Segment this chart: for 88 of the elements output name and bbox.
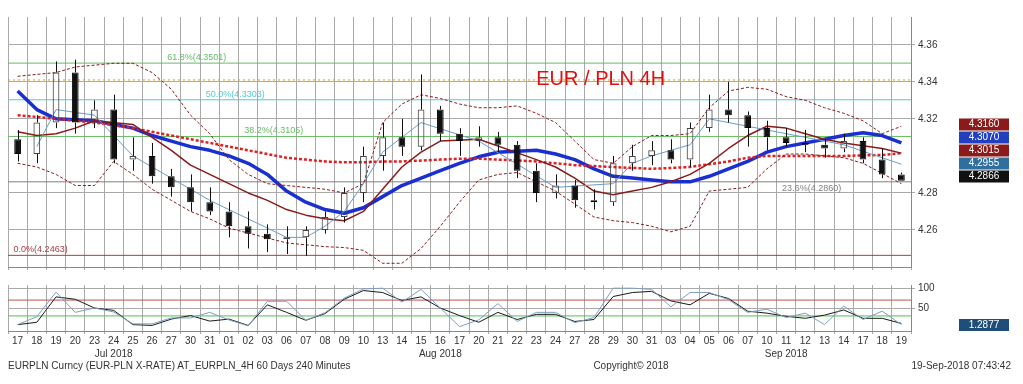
x-tick-label: 14 [838,334,850,346]
x-tick-label: 28 [588,334,600,346]
x-tick-label: 13 [377,334,389,346]
text: EUR / PLN 4H [536,67,666,90]
x-tick-label: 09 [338,334,351,346]
text: 4.3070 [968,131,1000,143]
text: Sep 2018 [764,347,808,359]
x-tick-label: 06 [281,334,293,346]
x-tick-label: 30 [184,334,197,346]
text: 4.3160 [968,118,1000,130]
x-tick-label: 03 [261,334,274,346]
ref-line-label: 0.0%(4.2463) [13,244,68,255]
y-tick-label: 4.26 [918,223,938,235]
text: 4.2955 [968,157,1000,169]
x-tick-label: 12 [799,334,812,346]
ref-line-label: 38.2%(4.3105) [244,125,304,136]
text: 4.2866 [968,170,1000,182]
candlestick [667,138,675,164]
x-tick-label: 05 [703,334,716,346]
x-tick-label: 24 [550,334,562,346]
x-tick-label: 29 [607,334,620,346]
x-tick-label: 19 [50,334,63,346]
x-tick-label: 22 [511,334,524,346]
x-tick-label: 13 [818,334,831,346]
x-tick-label: 24 [108,334,120,346]
candlestick [513,140,521,179]
x-tick-label: 17 [12,334,24,346]
x-tick-label: 16 [434,334,447,346]
candlestick [14,129,21,162]
x-tick-label: 31 [646,334,658,346]
text: EURPLN Curncy (EUR-PLN X-RATE) AT_EURPLN_4H 60 Days 240 Minutes [8,360,351,372]
candlestick [744,110,752,148]
x-tick-label: 03 [665,334,677,346]
x-tick-label: 18 [31,334,43,346]
x-tick-label: 23 [88,334,101,346]
text: 4.3015 [968,144,1000,156]
x-tick-label: 07 [742,334,754,346]
x-tick-label: 11 [780,334,792,346]
candlestick [110,94,118,164]
candlestick [244,210,252,249]
y-tick-label: 4.36 [918,38,938,50]
candlestick [436,105,444,142]
x-tick-label: 01 [223,334,235,346]
candlestick [187,173,194,212]
x-tick-label: 18 [876,334,889,346]
x-tick-label: 02 [242,334,255,346]
text: Jul 2018 [94,347,134,359]
x-tick-label: 19 [895,334,908,346]
y-tick-label: 4.34 [918,75,938,87]
ref-line-label: 61.8%(4.3501) [167,52,227,63]
text: Copyright© 2018 [593,360,669,372]
candlestick [494,131,502,153]
x-tick-label: 10 [761,334,773,346]
y-tick-label: 100 [918,281,936,293]
x-tick-label: 04 [684,334,697,346]
candlestick [71,59,79,135]
candlestick [167,168,175,198]
x-tick-label: 08 [319,334,332,346]
candlestick [398,118,406,157]
candlestick [878,147,886,179]
x-tick-label: 07 [300,334,312,346]
x-tick-label: 10 [357,334,370,346]
x-tick-label: 25 [127,334,139,346]
x-tick-label: 21 [492,334,504,346]
x-tick-label: 17 [453,334,466,346]
x-tick-label: 15 [415,334,428,346]
x-tick-label: 20 [69,334,82,346]
candlestick [571,179,579,209]
text: 19-Sep-2018 07:43:42 [911,360,1011,372]
y-tick-label: 50 [918,301,930,313]
x-tick-label: 17 [857,334,869,346]
x-tick-label: 27 [569,334,581,346]
x-tick-label: 30 [626,334,639,346]
x-tick-label: 06 [722,334,735,346]
candlestick [532,162,540,203]
x-tick-label: 27 [165,334,178,346]
x-tick-label: 26 [146,334,159,346]
text: 1.2877 [968,318,1000,330]
y-tick-label: 4.28 [918,186,938,198]
text: Aug 2018 [418,347,463,359]
x-tick-label: 14 [396,334,408,346]
candlestick [782,127,790,148]
x-tick-label: 20 [473,334,485,346]
candlestick [206,186,214,216]
ref-line-label: 50.0%(4.3303) [205,88,265,99]
x-tick-label: 23 [530,334,543,346]
y-tick-label: 4.32 [918,112,938,124]
x-tick-label: 31 [204,334,216,346]
